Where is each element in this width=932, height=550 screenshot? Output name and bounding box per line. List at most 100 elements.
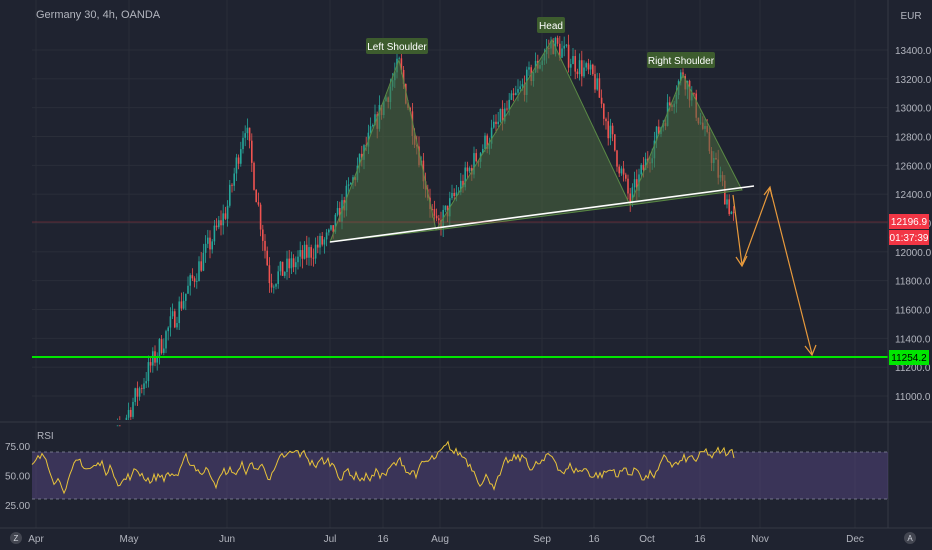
arrowhead-3: [804, 344, 817, 357]
auto-scale-z-button[interactable]: Z: [10, 532, 22, 544]
time-tick-label: Jun: [219, 534, 235, 545]
candle-body: [119, 425, 121, 427]
candle-body: [455, 192, 458, 196]
candle-body: [583, 67, 585, 77]
candle-body: [222, 213, 224, 226]
candle-body: [680, 72, 682, 82]
candle-body: [490, 127, 493, 144]
candle-body: [460, 180, 462, 193]
candle-body: [330, 225, 332, 230]
price-tick-label: 11800.0: [895, 277, 931, 288]
candle-body: [196, 281, 198, 282]
candle-body: [594, 74, 596, 90]
candle-body: [127, 409, 130, 418]
candle-body: [156, 356, 158, 363]
time-tick-label: Nov: [751, 534, 769, 545]
candle-body: [204, 243, 207, 253]
candle-body: [237, 157, 240, 164]
candle-body: [134, 388, 136, 402]
neckline[interactable]: [329, 185, 755, 243]
price-tick-label: 13200.0: [895, 75, 932, 86]
candle-body: [567, 44, 570, 68]
candle-body: [226, 205, 229, 219]
candle-body: [508, 99, 510, 110]
candle-body: [350, 183, 352, 185]
candle-body: [328, 229, 330, 233]
candle-body: [255, 189, 257, 203]
right-shoulder-label[interactable]: Right Shoulder: [647, 52, 715, 68]
candle-body: [321, 236, 323, 245]
candle-body: [728, 199, 730, 215]
candle-body: [627, 178, 629, 194]
candle-body: [319, 236, 321, 248]
candle-body: [475, 153, 477, 162]
candle-body: [616, 150, 618, 167]
candle-body: [693, 93, 695, 94]
candle-body: [574, 56, 576, 72]
svg-text:Right Shoulder: Right Shoulder: [648, 56, 715, 67]
time-axis[interactable]: Apr May Jun Jul 16 Aug Sep 16 Oct 16 Nov Dec: [28, 534, 864, 545]
left-shoulder-label[interactable]: Left Shoulder: [366, 38, 428, 54]
candle-body: [174, 311, 176, 328]
svg-text:12196.9: 12196.9: [891, 217, 928, 228]
right-shoulder-triangle[interactable]: [629, 73, 743, 206]
candle-body: [229, 184, 231, 206]
support-price-tag: 11254.2: [889, 350, 929, 365]
candle-body: [224, 213, 227, 219]
auto-scale-a-button[interactable]: A: [904, 532, 916, 544]
candle-body: [163, 348, 165, 354]
candle-body: [246, 127, 249, 134]
left-shoulder-triangle[interactable]: [329, 58, 437, 243]
time-tick-label: 16: [588, 534, 600, 545]
candle-body: [171, 311, 174, 317]
candle-body: [620, 168, 623, 174]
candle-body: [607, 121, 609, 139]
candle-body: [130, 409, 132, 417]
candle-body: [244, 133, 246, 138]
candle-body: [189, 275, 191, 286]
candle-body: [176, 323, 178, 328]
svg-text:A: A: [907, 534, 913, 543]
head-triangle[interactable]: [435, 38, 631, 231]
svg-text:Z: Z: [14, 534, 19, 543]
price-tick-label: 12800.0: [895, 133, 932, 144]
candle-body: [611, 125, 614, 135]
candle-body: [578, 60, 581, 75]
candle-body: [288, 258, 290, 269]
candle-body: [257, 202, 260, 205]
candle-body: [149, 362, 152, 366]
candle-body: [372, 125, 374, 127]
candle-body: [193, 278, 196, 282]
candle-body: [493, 121, 495, 128]
candle-body: [636, 179, 638, 191]
rsi-line: [31, 440, 735, 495]
candle-body: [453, 192, 455, 196]
candle-body: [295, 262, 297, 268]
candle-body: [292, 258, 295, 268]
candle-body: [451, 192, 453, 199]
time-tick-label: Apr: [28, 534, 44, 545]
svg-text:Left Shoulder: Left Shoulder: [367, 42, 427, 53]
projection-path[interactable]: [732, 185, 813, 355]
candle-body: [125, 417, 128, 420]
candle-body: [640, 164, 642, 175]
rsi-tick-label: 25.00: [5, 501, 30, 512]
time-tick-label: Aug: [431, 534, 449, 545]
candle-body: [515, 92, 517, 96]
candle-body: [655, 126, 658, 141]
time-tick-label: 16: [694, 534, 706, 545]
candle-body: [730, 211, 733, 215]
candle-body: [277, 271, 279, 284]
candle-body: [185, 293, 187, 301]
candle-body: [669, 102, 671, 106]
svg-text:Head: Head: [539, 21, 563, 32]
candle-body: [167, 327, 169, 332]
candle-body: [400, 58, 403, 70]
head-label[interactable]: Head: [537, 17, 565, 33]
candle-body: [218, 220, 220, 228]
candle-body: [587, 63, 590, 70]
candle-body: [240, 149, 242, 164]
candle-body: [726, 199, 728, 205]
rsi-title: RSI: [37, 431, 54, 442]
